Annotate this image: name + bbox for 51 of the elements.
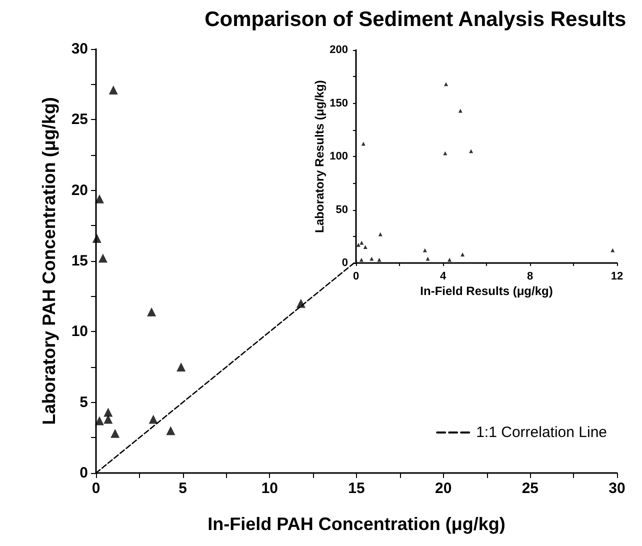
point: [363, 245, 368, 250]
x-tick-label: 10: [261, 480, 278, 497]
y-tick-label: 20: [71, 182, 88, 199]
point: [443, 151, 448, 156]
x-tick-label: 4: [440, 270, 447, 282]
y-tick-label: 5: [80, 394, 88, 411]
y-tick-label: 30: [71, 40, 88, 58]
x-tick-label: 0: [92, 480, 100, 497]
x-tick-label: 15: [348, 480, 365, 497]
point: [359, 258, 364, 262]
y-axis-title: Laboratory Results (μg/kg): [312, 80, 327, 233]
y-tick-label: 200: [330, 44, 348, 56]
point: [460, 252, 465, 256]
x-tick-label: 0: [352, 270, 360, 282]
point: [166, 426, 176, 436]
point: [110, 428, 120, 438]
point: [356, 242, 360, 247]
x-axis-title: In-Field PAH Concentration (μg/kg): [208, 514, 506, 534]
point: [448, 258, 452, 262]
point: [360, 240, 364, 245]
y-tick-label: 50: [336, 204, 348, 216]
y-tick-label: 25: [71, 111, 88, 128]
point: [176, 362, 186, 372]
y-tick-label: 150: [330, 97, 348, 110]
y-tick-label: 15: [71, 252, 88, 270]
x-tick-label: 5: [178, 480, 188, 497]
x-axis-title: In-Field Results (μg/kg): [420, 284, 553, 298]
y-tick-label: 10: [71, 323, 88, 340]
point: [148, 414, 158, 424]
point: [377, 258, 382, 262]
chart-title: Comparison of Sediment Analysis Results: [204, 8, 626, 31]
point: [296, 298, 306, 308]
point: [94, 416, 104, 426]
x-tick-label: 8: [526, 270, 534, 282]
point: [98, 254, 108, 263]
x-tick-label: 30: [608, 480, 626, 497]
y-tick-label: 0: [342, 257, 348, 269]
x-tick-label: 20: [434, 480, 452, 497]
point: [108, 85, 118, 94]
point: [444, 82, 448, 86]
y-tick-label: 0: [80, 464, 88, 482]
y-axis-title: Laboratory PAH Concentration (μg/kg): [39, 97, 59, 425]
legend-label: 1:1 Correlation Line: [476, 424, 608, 441]
point: [92, 234, 102, 243]
point: [147, 307, 156, 316]
x-tick-label: 25: [522, 480, 539, 497]
x-tick-label: 12: [610, 270, 624, 282]
point: [94, 194, 104, 204]
point: [104, 408, 113, 417]
y-tick-label: 100: [330, 150, 348, 162]
point: [104, 414, 113, 424]
